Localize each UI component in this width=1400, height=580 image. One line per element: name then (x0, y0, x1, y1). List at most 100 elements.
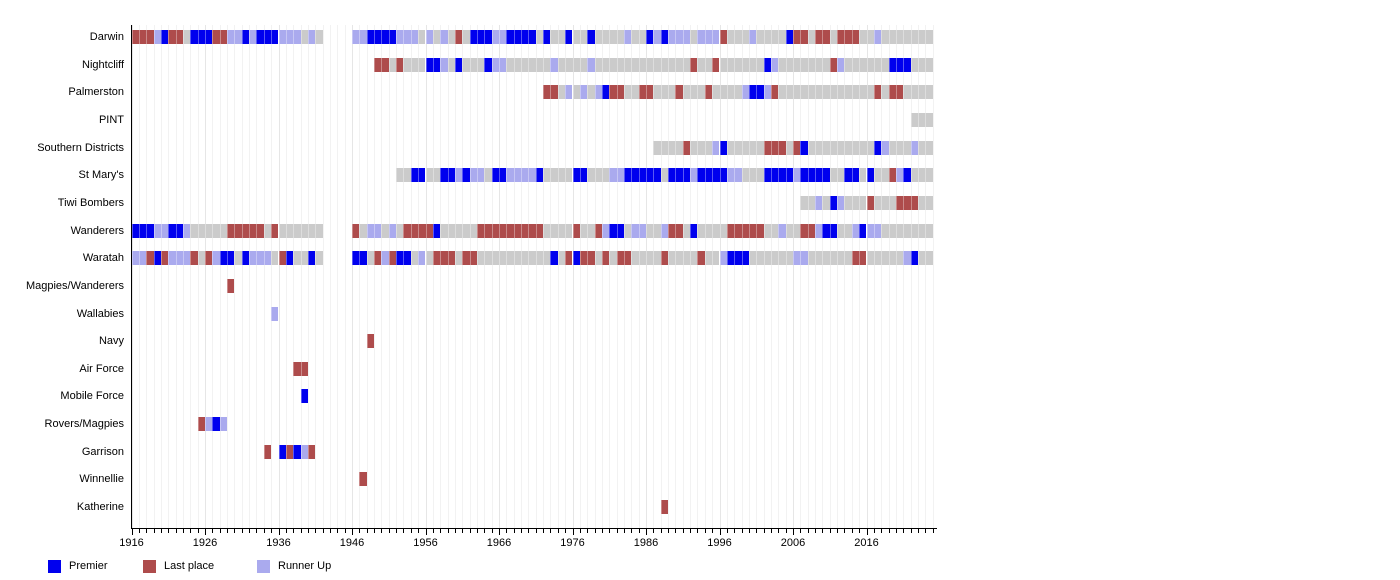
timeline-segment-runner-up (910, 140, 918, 155)
decade-gridline (793, 25, 794, 528)
axis-tick (601, 529, 603, 533)
gridline-highlight (315, 25, 317, 528)
axis-tick (205, 529, 206, 535)
axis-tick (631, 529, 633, 533)
year-gridline (543, 25, 545, 528)
axis-tick (690, 529, 692, 533)
year-gridline (895, 25, 897, 528)
timeline-segment-last-place (873, 85, 882, 100)
timeline-segment-last-place (396, 57, 404, 72)
gridline-highlight (425, 25, 427, 528)
timeline-segment-premier (844, 168, 860, 183)
axis-tick (829, 529, 831, 533)
gridline-highlight (925, 25, 927, 528)
timeline-segment-competed-no-listed-result- (418, 30, 426, 44)
year-gridline (138, 25, 140, 528)
axis-tick (653, 529, 655, 533)
timeline-segment-runner-up (182, 223, 191, 238)
axis-tick (197, 529, 199, 533)
timeline-segment-premier (307, 251, 316, 266)
timeline-segment-last-place (359, 472, 367, 487)
timeline-segment-premier (866, 168, 874, 183)
timeline-segment-runner-up (352, 30, 367, 44)
gridline-highlight (300, 25, 302, 528)
axis-tick (418, 529, 420, 533)
gridline-highlight (322, 25, 324, 528)
timeline-segment-premier (748, 85, 764, 100)
axis-tick (873, 529, 875, 533)
timeline-segment-runner-up (837, 195, 845, 210)
timeline-segment-premier (800, 168, 830, 183)
axis-tick (888, 529, 890, 533)
timeline-segment-last-place (285, 444, 294, 459)
year-gridline (756, 25, 758, 528)
gridline-highlight (881, 25, 883, 528)
axis-tick (469, 529, 471, 533)
timeline-segment-runner-up (668, 30, 691, 44)
timeline-segment-last-place (197, 417, 205, 432)
timeline-segment-competed-no-listed-result- (748, 251, 793, 266)
timeline-segment-last-place (227, 278, 235, 293)
timeline-segment-last-place (895, 195, 918, 210)
timeline-segment-premier (609, 223, 624, 238)
timeline-segment-competed-no-listed-result- (888, 140, 911, 155)
year-gridline (638, 25, 640, 528)
gridline-highlight (227, 25, 229, 528)
axis-tick (748, 529, 750, 533)
timeline-segment-premier (903, 168, 911, 183)
timeline-segment-competed-no-listed-result- (631, 30, 646, 44)
axis-tick (352, 529, 353, 535)
year-gridline (212, 25, 214, 528)
decade-gridline (572, 25, 574, 528)
timeline-segment-last-place (690, 57, 698, 72)
timeline-segment-runner-up (660, 223, 669, 238)
year-gridline (726, 25, 728, 528)
year-gridline (359, 25, 361, 528)
timeline-segment-competed-no-listed-result- (682, 223, 691, 238)
year-gridline (440, 25, 442, 528)
gridline-highlight (440, 25, 442, 528)
timeline-segment-premier (822, 223, 838, 238)
axis-year-label: 1936 (266, 537, 291, 549)
year-gridline (653, 25, 655, 528)
year-gridline (660, 25, 662, 528)
gridline-highlight (403, 25, 405, 528)
timeline-segment-competed-no-listed-result- (910, 112, 933, 127)
axis-tick (278, 529, 280, 535)
timeline-segment-competed-no-listed-result- (447, 30, 455, 44)
timeline-segment-runner-up (741, 85, 749, 100)
timeline-segment-competed-no-listed-result- (623, 223, 632, 238)
year-gridline (403, 25, 405, 528)
timeline-segment-last-place (307, 444, 316, 459)
timeline-segment-premier (491, 168, 507, 183)
timeline-segment-competed-no-listed-result- (506, 57, 551, 72)
timeline-segment-premier (212, 417, 220, 432)
timeline-segment-runner-up (227, 30, 242, 44)
axis-tick (315, 529, 317, 533)
year-gridline (675, 25, 677, 528)
axis-tick (565, 529, 567, 533)
timeline-segment-premier (168, 223, 183, 238)
timeline-segment-runner-up (307, 30, 316, 44)
timeline-segment-competed-no-listed-result- (881, 30, 933, 44)
timeline-segment-runner-up (388, 223, 397, 238)
gridline-highlight (712, 25, 714, 528)
year-gridline (697, 25, 699, 528)
timeline-segment-last-place (388, 251, 397, 266)
timeline-segment-competed-no-listed-result- (572, 30, 588, 44)
gridline-highlight (366, 25, 368, 528)
axis-tick (837, 529, 839, 533)
timeline-segment-competed-no-listed-result- (543, 168, 573, 183)
year-gridline (484, 25, 486, 528)
timeline-segment-runner-up (726, 168, 742, 183)
timeline-segment-competed-no-listed-result- (844, 195, 867, 210)
gridline-highlight (895, 25, 897, 528)
year-gridline (374, 25, 376, 528)
axis-tick (822, 529, 824, 533)
timeline-segment-last-place (432, 251, 455, 266)
timeline-segment-runner-up (866, 223, 882, 238)
decade-gridline (866, 25, 868, 528)
team-label: PINT (98, 113, 124, 126)
year-gridline (932, 25, 934, 528)
timeline-segment-competed-no-listed-result- (278, 223, 323, 238)
